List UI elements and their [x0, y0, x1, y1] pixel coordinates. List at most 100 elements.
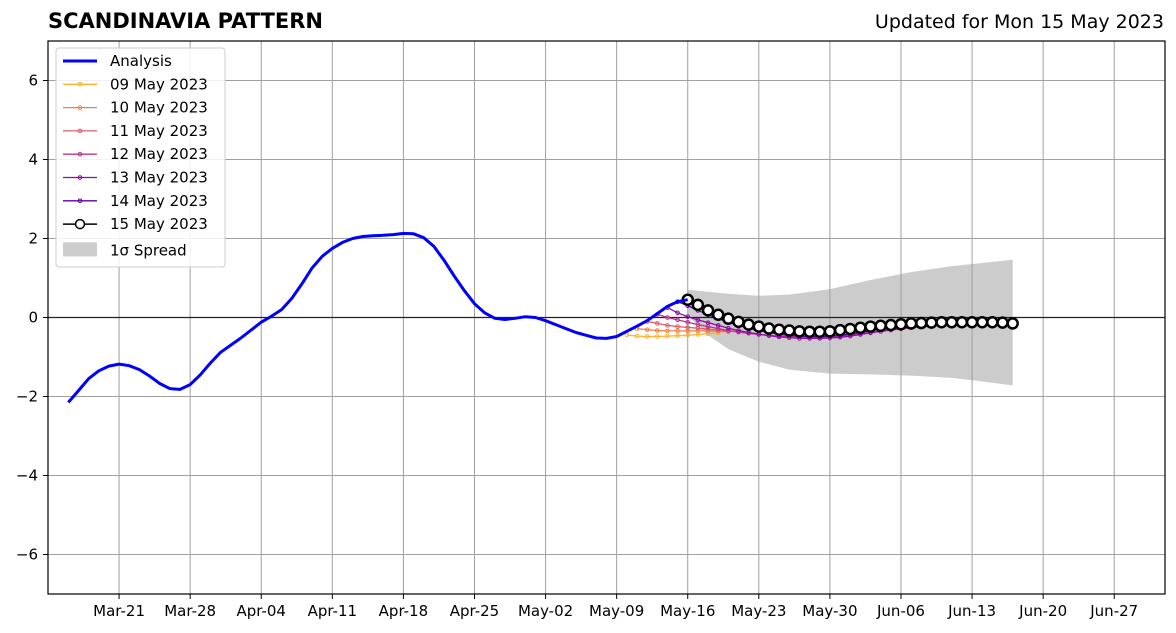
- legend-marker-14-may-2023: [77, 198, 83, 204]
- forecast-point-13-may-2023-6: [726, 325, 731, 331]
- forecast-line-09-may-2023: [626, 332, 719, 338]
- forecast-point-09-may-2023-1: [634, 333, 640, 339]
- x-tick-label-jun-13: Jun-13: [947, 602, 996, 620]
- forecast-point-15-may-2023-29: [975, 315, 989, 329]
- forecast-point-15-may-2023-9: [772, 323, 786, 336]
- forecast-point-12-may-2023-4: [695, 322, 701, 327]
- forecast-point-15-may-2023-13: [813, 325, 826, 338]
- x-tick-label-apr-18: Apr-18: [379, 602, 429, 620]
- x-tick-label-apr-25: Apr-25: [450, 602, 500, 620]
- x-tick-label-apr-11: Apr-11: [308, 602, 358, 620]
- forecast-point-12-may-2023-2: [675, 317, 680, 323]
- legend-label-09-may-2023: 09 May 2023: [110, 75, 208, 93]
- forecast-point-15-may-2023-1: [691, 298, 705, 312]
- legend-marker-11-may-2023: [77, 128, 83, 134]
- forecast-point-11-may-2023-2: [665, 323, 670, 328]
- legend-box: [55, 47, 226, 268]
- forecast-point-15-may-2023-31: [996, 316, 1009, 329]
- forecast-point-09-may-2023-0: [624, 332, 630, 338]
- legend-marker-13-may-2023: [77, 175, 83, 180]
- forecast-point-10-may-2023-6: [695, 328, 701, 334]
- forecast-15-may-2023: [681, 293, 1019, 338]
- legend-marker-12-may-2023: [77, 151, 83, 157]
- forecast-point-15-may-2023-30: [986, 315, 999, 329]
- x-tick-label-jun-27: Jun-27: [1089, 602, 1138, 620]
- forecast-point-11-may-2023-1: [654, 321, 660, 326]
- x-tick-label-may-16: May-16: [660, 602, 715, 620]
- forecast-point-15-may-2023-28: [965, 315, 979, 329]
- chart-title: SCANDINAVIA PATTERN: [48, 9, 323, 33]
- x-tick-label-may-02: May-02: [518, 602, 573, 620]
- forecast-point-12-may-2023-1: [665, 315, 670, 320]
- forecast-point-13-may-2023-5: [715, 323, 721, 328]
- legend-swatch-spread: [63, 242, 97, 257]
- forecast-point-15-may-2023-24: [925, 316, 938, 329]
- forecast-point-13-may-2023-2: [685, 314, 691, 320]
- analysis-line: [67, 231, 688, 404]
- forecast-09-may-2023: [624, 330, 721, 339]
- forecast-point-15-may-2023-16: [843, 322, 857, 336]
- legend: Analysis 09 May 2023 10 May 2023 11 May 202…: [55, 47, 226, 268]
- forecast-point-09-may-2023-4: [665, 333, 670, 339]
- y-tick-label-5: 4: [28, 151, 38, 169]
- forecast-point-15-may-2023-6: [742, 318, 755, 331]
- forecast-point-15-may-2023-21: [894, 317, 908, 331]
- forecast-line-13-may-2023: [667, 307, 942, 340]
- forecast-point-15-may-2023-17: [854, 321, 867, 335]
- x-tick-label-may-23: May-23: [731, 602, 786, 620]
- forecast-point-09-may-2023-6: [685, 332, 691, 338]
- forecast-point-15-may-2023-18: [864, 320, 877, 333]
- forecast-point-10-may-2023-3: [665, 328, 670, 334]
- x-tick-label-apr-04: Apr-04: [236, 602, 286, 620]
- forecast-point-10-may-2023-2: [654, 328, 660, 333]
- forecast-point-15-may-2023-20: [884, 318, 898, 332]
- forecast-point-15-may-2023-7: [752, 320, 766, 333]
- spread-layer: [687, 259, 1013, 386]
- forecast-point-15-may-2023-22: [904, 317, 918, 330]
- forecast-point-15-may-2023-23: [915, 316, 928, 330]
- y-tick-label-6: 6: [28, 72, 38, 90]
- forecast-point-11-may-2023-4: [685, 325, 691, 330]
- forecast-point-09-may-2023-8: [705, 331, 711, 336]
- x-tick-label-jun-20: Jun-20: [1018, 602, 1067, 620]
- legend-label-14-may-2023: 14 May 2023: [110, 192, 208, 210]
- forecast-point-15-may-2023-26: [945, 315, 959, 329]
- axes-layer: Mar-21 Mar-28 Apr-04 Apr-11 Apr-18 Apr-25 May-…: [16, 40, 1166, 620]
- forecast-point-15-may-2023-25: [935, 315, 948, 329]
- x-tick-label-may-30: May-30: [802, 602, 857, 620]
- forecast-point-13-may-2023-7: [736, 328, 741, 333]
- x-tick-label-mar-28: Mar-28: [164, 602, 216, 620]
- legend-label-10-may-2023: 10 May 2023: [110, 99, 208, 117]
- forecast-point-15-may-2023-2: [701, 304, 715, 317]
- forecast-point-15-may-2023-32: [1006, 317, 1019, 330]
- x-tick-label-mar-21: Mar-21: [93, 602, 145, 620]
- forecast-line-10-may-2023: [636, 327, 729, 333]
- legend-label-spread: 1σ Spread: [110, 241, 187, 259]
- forecast-point-15-may-2023-12: [803, 325, 816, 338]
- forecast-point-09-may-2023-2: [644, 334, 650, 339]
- forecast-point-09-may-2023-5: [675, 333, 680, 338]
- y-tick-label-4: 2: [28, 230, 38, 248]
- forecast-point-15-may-2023-10: [783, 324, 796, 337]
- y-tick-label-2: −2: [16, 388, 38, 406]
- legend-marker-10-may-2023: [77, 105, 83, 110]
- forecast-point-11-may-2023-6: [705, 327, 711, 332]
- legend-label-11-may-2023: 11 May 2023: [110, 122, 208, 140]
- forecast-point-15-may-2023-8: [762, 322, 776, 335]
- legend-marker-09-may-2023: [77, 82, 83, 87]
- forecast-point-13-may-2023-3: [695, 317, 701, 323]
- legend-label-15-may-2023: 15 May 2023: [110, 215, 208, 233]
- forecast-point-15-may-2023-15: [833, 323, 847, 337]
- forecast-point-15-may-2023-14: [823, 325, 837, 338]
- forecast-point-09-may-2023-3: [654, 334, 660, 339]
- forecast-point-13-may-2023-1: [675, 310, 680, 316]
- x-tick-label-jun-06: Jun-06: [876, 602, 925, 620]
- y-tick-label-0: −6: [16, 546, 38, 564]
- plot-frame: [47, 40, 1166, 595]
- forecast-line-11-may-2023: [646, 320, 739, 333]
- forecast-point-13-may-2023-4: [705, 320, 711, 325]
- forecast-10-may-2023: [634, 326, 731, 335]
- forecast-point-10-may-2023-4: [675, 328, 680, 334]
- y-tick-label-1: −4: [16, 467, 38, 485]
